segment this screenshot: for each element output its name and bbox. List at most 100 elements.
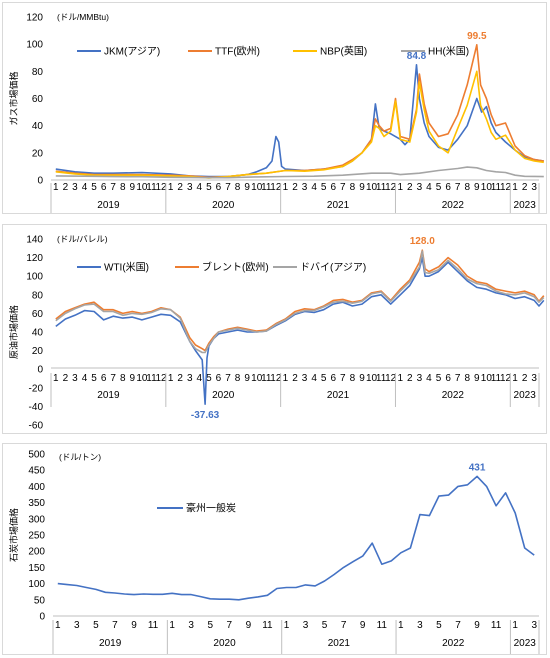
month-tick-label: 11 xyxy=(377,620,388,631)
year-label: 2022 xyxy=(442,390,465,401)
month-tick-label: 5 xyxy=(207,620,213,631)
y-tick-label: 40 xyxy=(32,328,44,339)
y-tick-label: 450 xyxy=(28,466,45,477)
month-tick-label: 9 xyxy=(131,620,137,631)
month-tick-label: 5 xyxy=(91,373,97,384)
y-tick-label: 40 xyxy=(32,121,44,132)
coal-price-chart-panel: 0 50 100 150 200 250 300 350 400 450 500 (ドル/トン) 石炭市… xyxy=(2,443,547,655)
month-tick-label: 3 xyxy=(531,373,537,384)
series-line-2 xyxy=(56,45,544,178)
month-tick-label: 1 xyxy=(53,373,59,384)
month-tick-label: 7 xyxy=(455,373,461,384)
month-tick-label: 4 xyxy=(426,182,432,193)
year-label: 2020 xyxy=(212,200,235,211)
month-tick-label: 1 xyxy=(397,182,403,193)
month-tick-label: 7 xyxy=(225,182,231,193)
month-tick-label: 1 xyxy=(53,182,59,193)
month-tick-label: 9 xyxy=(244,373,250,384)
data-label: 99.5 xyxy=(467,31,487,42)
month-tick-label: 7 xyxy=(110,182,116,193)
y-tick-label: 200 xyxy=(28,547,45,558)
month-tick-label: 7 xyxy=(110,373,116,384)
y-tick-label: 120 xyxy=(26,253,43,264)
y-tick-label: 100 xyxy=(28,579,45,590)
legend-label: NBP(英国) xyxy=(320,45,367,58)
month-tick-label: 3 xyxy=(531,182,537,193)
unit-label: (ドル/バレル) xyxy=(57,234,108,244)
month-tick-label: 7 xyxy=(455,620,461,631)
year-label: 2020 xyxy=(213,638,236,649)
month-tick-label: 4 xyxy=(311,182,317,193)
month-tick-label: 2 xyxy=(522,182,528,193)
legend-label: ドバイ(アジア) xyxy=(300,262,366,274)
month-tick-label: 3 xyxy=(303,620,309,631)
year-label: 2019 xyxy=(99,638,122,649)
y-tick-label: 250 xyxy=(28,531,45,542)
series-line-1 xyxy=(56,65,544,177)
y-tick-label: 0 xyxy=(37,365,43,376)
month-tick-label: 3 xyxy=(417,620,423,631)
month-tick-label: 8 xyxy=(464,373,470,384)
month-tick-label: 7 xyxy=(225,373,231,384)
legend-label: TTF(欧州) xyxy=(215,46,260,58)
month-tick-label: 2 xyxy=(522,373,528,384)
month-tick-label: 5 xyxy=(436,182,442,193)
month-tick-label: 12 xyxy=(155,373,167,384)
month-tick-label: 5 xyxy=(321,182,327,193)
month-tick-label: 9 xyxy=(244,182,250,193)
y-tick-label: 100 xyxy=(26,40,43,51)
month-tick-label: 6 xyxy=(445,182,451,193)
month-tick-label: 1 xyxy=(284,620,290,631)
month-tick-label: 3 xyxy=(302,373,308,384)
gas-price-chart-panel: 0 20 40 60 80 100 120 (ドル/MMBtu) ガス市場価格 1 2 3 4 5 6 7 8 9… xyxy=(2,2,547,214)
month-tick-label: 6 xyxy=(101,182,107,193)
month-tick-label: 2 xyxy=(177,373,183,384)
y-tick-label: 60 xyxy=(32,94,44,105)
month-tick-label: 9 xyxy=(359,373,365,384)
month-tick-label: 4 xyxy=(82,373,88,384)
legend-label: ブレント(欧州) xyxy=(202,261,269,274)
month-tick-label: 3 xyxy=(187,182,193,193)
y-tick-label: 80 xyxy=(32,290,44,301)
month-tick-label: 3 xyxy=(187,373,193,384)
y-tick-label: 400 xyxy=(28,482,45,493)
month-tick-label: 1 xyxy=(512,373,518,384)
month-tick-label: 4 xyxy=(197,373,203,384)
series-line-1 xyxy=(58,476,534,599)
month-tick-label: 6 xyxy=(445,373,451,384)
month-tick-label: 3 xyxy=(417,182,423,193)
month-tick-label: 2 xyxy=(63,182,69,193)
month-tick-label: 1 xyxy=(512,620,518,631)
month-tick-label: 9 xyxy=(359,182,365,193)
month-tick-label: 11 xyxy=(491,620,502,631)
month-tick-label: 5 xyxy=(93,620,99,631)
month-tick-label: 3 xyxy=(74,620,80,631)
y-tick-label: -20 xyxy=(29,383,44,394)
month-tick-label: 1 xyxy=(398,620,404,631)
month-tick-label: 12 xyxy=(385,182,397,193)
month-tick-label: 5 xyxy=(436,373,442,384)
month-tick-label: 6 xyxy=(216,182,222,193)
data-label: 128.0 xyxy=(410,236,435,247)
y-axis-label: 石炭市場価格 xyxy=(8,508,19,562)
y-tick-label: 500 xyxy=(28,450,45,461)
month-tick-label: 4 xyxy=(82,182,88,193)
year-label: 2023 xyxy=(514,638,537,649)
y-tick-label: 120 xyxy=(26,13,43,24)
month-tick-label: 8 xyxy=(350,182,356,193)
year-label: 2022 xyxy=(442,200,465,211)
month-tick-label: 3 xyxy=(72,182,78,193)
oil-price-chart-panel: -60 -40 -20 0 20 40 60 80 100 120 140 (ドル/バレル) 原油市場価… xyxy=(2,224,547,434)
month-tick-label: 6 xyxy=(330,373,336,384)
legend-label: HH(米国) xyxy=(428,45,469,58)
month-tick-label: 9 xyxy=(474,620,480,631)
month-tick-label: 1 xyxy=(512,182,518,193)
month-tick-label: 12 xyxy=(270,182,282,193)
month-tick-label: 1 xyxy=(168,373,174,384)
month-tick-label: 6 xyxy=(216,373,222,384)
month-tick-label: 9 xyxy=(130,373,136,384)
year-label: 2021 xyxy=(328,638,351,649)
year-label: 2019 xyxy=(97,390,120,401)
y-tick-label: 0 xyxy=(39,612,45,623)
